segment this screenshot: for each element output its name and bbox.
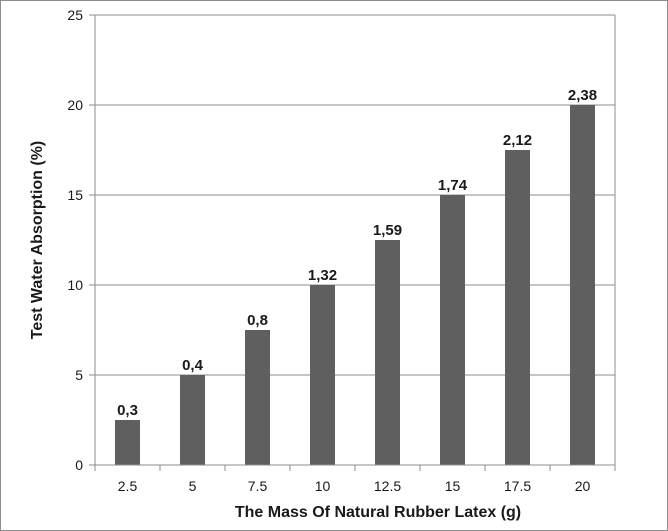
x-tick-label: 2.5 [118,478,138,494]
x-tick-label: 7.5 [248,478,268,494]
y-tick-label: 15 [67,187,83,203]
x-axis-title: The Mass Of Natural Rubber Latex (g) [235,504,521,521]
bar [440,195,465,465]
data-label: 1,32 [308,267,337,284]
x-tick-label: 15 [445,478,461,494]
data-label: 0,3 [117,402,138,419]
data-label: 1,74 [438,177,468,194]
data-label: 2,38 [568,87,597,104]
x-tick-label: 20 [575,478,591,494]
bar [505,150,530,465]
x-tick-label: 10 [315,478,331,494]
bars [115,105,595,465]
y-tick-label: 25 [67,7,83,23]
y-tick-label: 0 [75,457,83,473]
y-tick-label: 5 [75,367,83,383]
data-label: 1,59 [373,222,402,239]
bar [375,240,400,465]
data-label: 2,12 [503,132,532,149]
gridlines [95,14,616,465]
data-label: 0,4 [182,357,204,374]
x-tick-label: 5 [189,478,197,494]
x-tick-label: 12.5 [374,478,401,494]
bar [115,420,140,465]
y-axis-title: Test Water Absorption (%) [29,141,46,340]
x-tick-label: 17.5 [504,478,531,494]
bar [570,105,595,465]
y-tick-label: 10 [67,277,83,293]
bar [245,330,270,465]
data-labels: 0,3 0,4 0,8 1,32 1,59 1,74 2,12 2,38 [117,87,597,419]
data-label: 0,8 [247,312,268,329]
bar [310,285,335,465]
axes: 0 5 10 15 20 25 2.5 5 7.5 10 12.5 15 17.5 20 [67,7,616,494]
y-tick-label: 20 [67,97,83,113]
bar [180,375,205,465]
